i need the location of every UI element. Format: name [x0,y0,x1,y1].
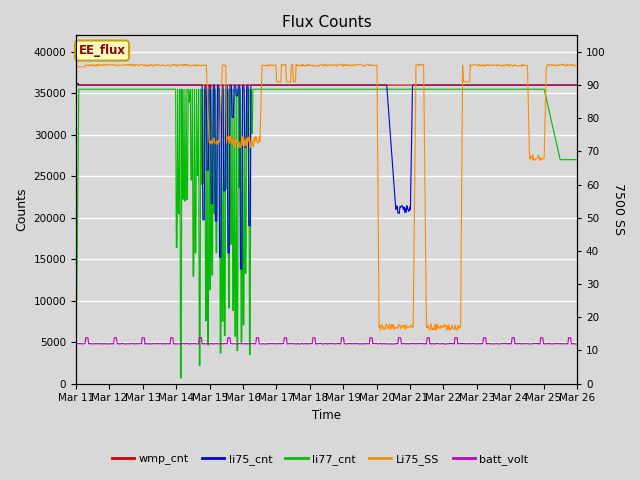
Y-axis label: 7500 SS: 7500 SS [612,183,625,235]
Title: Flux Counts: Flux Counts [282,15,371,30]
Text: EE_flux: EE_flux [79,44,125,57]
Y-axis label: Counts: Counts [15,188,28,231]
Legend: wmp_cnt, li75_cnt, li77_cnt, Li75_SS, batt_volt: wmp_cnt, li75_cnt, li77_cnt, Li75_SS, ba… [107,450,533,469]
X-axis label: Time: Time [312,409,341,422]
